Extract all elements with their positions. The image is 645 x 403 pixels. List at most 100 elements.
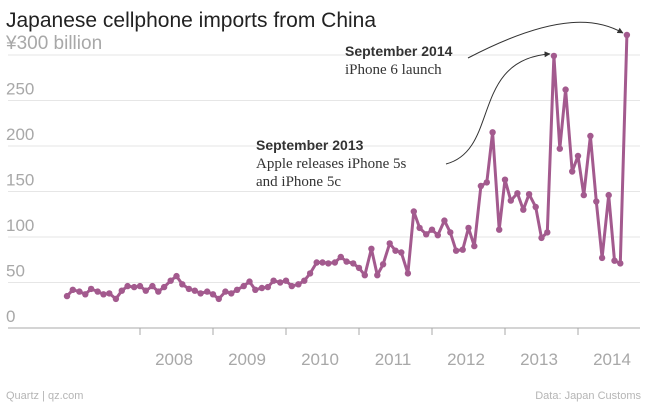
data-point bbox=[569, 168, 576, 175]
source-credit: Quartz | qz.com bbox=[6, 390, 83, 402]
data-point bbox=[465, 224, 472, 232]
annotation-arrow bbox=[467, 21, 624, 59]
data-point bbox=[258, 284, 266, 292]
data-point bbox=[167, 277, 174, 284]
data-point bbox=[598, 254, 606, 262]
data-point bbox=[355, 264, 363, 272]
data-point bbox=[76, 288, 83, 295]
data-point bbox=[538, 234, 545, 242]
data-point bbox=[246, 278, 253, 285]
data-point bbox=[501, 176, 509, 183]
x-tick-label-2014: 2014 bbox=[593, 350, 631, 369]
data-point bbox=[100, 291, 107, 298]
data-point bbox=[215, 295, 222, 303]
data-point bbox=[277, 279, 284, 286]
data-point bbox=[160, 283, 168, 291]
data-point bbox=[532, 203, 539, 211]
annotation-sep2013: September 2013 Apple releases iPhone 5s an… bbox=[256, 51, 551, 190]
data-point bbox=[459, 246, 466, 253]
data-point bbox=[392, 247, 399, 254]
annotation-sep2014: September 2014 iPhone 6 launch bbox=[345, 21, 624, 78]
y-tick-label-200: 200 bbox=[6, 125, 34, 144]
data-point bbox=[343, 258, 350, 265]
y-tick-label-0: 0 bbox=[6, 307, 15, 326]
data-point bbox=[452, 247, 460, 254]
data-point bbox=[423, 231, 430, 238]
data-point bbox=[550, 52, 558, 60]
data-point bbox=[428, 226, 436, 233]
y-tick-label-250: 250 bbox=[6, 80, 34, 99]
data-point bbox=[447, 229, 454, 236]
annotation-title: September 2013 bbox=[256, 137, 364, 153]
y-tick-label-100: 100 bbox=[6, 216, 34, 235]
data-point bbox=[337, 253, 344, 261]
annotation-arrow bbox=[445, 51, 551, 165]
data-point bbox=[197, 290, 204, 297]
data-point bbox=[142, 287, 149, 294]
y-tick-label-300: ¥300 billion bbox=[5, 33, 102, 54]
data-point bbox=[209, 291, 217, 298]
data-point bbox=[368, 245, 375, 252]
data-point bbox=[574, 152, 582, 160]
data-point bbox=[525, 191, 533, 198]
data-point bbox=[173, 272, 180, 280]
x-axis: 2008 2009 2010 2011 2012 2013 2014 bbox=[139, 328, 631, 369]
data-point bbox=[185, 285, 193, 293]
data-point bbox=[295, 281, 302, 288]
data-point bbox=[69, 286, 77, 293]
y-tick-label-50: 50 bbox=[6, 262, 25, 281]
data-point bbox=[483, 179, 490, 186]
data-point bbox=[580, 191, 587, 199]
data-point bbox=[270, 277, 277, 284]
y-axis: 0 50 100 150 200 250 ¥300 billion bbox=[5, 33, 102, 326]
x-tick-label-2009: 2009 bbox=[228, 350, 266, 369]
data-point bbox=[252, 286, 259, 293]
data-point bbox=[149, 282, 156, 290]
data-point bbox=[331, 259, 339, 266]
data-point bbox=[489, 129, 496, 136]
data-point bbox=[319, 259, 326, 266]
data-point bbox=[514, 190, 521, 197]
data-point bbox=[325, 260, 332, 267]
data-point bbox=[562, 86, 569, 93]
gridlines bbox=[8, 54, 640, 329]
data-point bbox=[240, 282, 247, 290]
annotations: September 2013 Apple releases iPhone 5s an… bbox=[256, 21, 624, 190]
data-point bbox=[617, 260, 624, 267]
data-point bbox=[131, 283, 138, 291]
x-tick-label-2008: 2008 bbox=[155, 350, 193, 369]
data-point bbox=[282, 277, 290, 284]
data-point bbox=[233, 286, 241, 293]
annotation-title: September 2014 bbox=[345, 43, 453, 59]
data-point bbox=[398, 249, 405, 256]
data-point bbox=[112, 295, 120, 303]
data-point bbox=[87, 285, 95, 293]
data-point bbox=[118, 287, 126, 294]
data-point bbox=[496, 226, 503, 233]
x-tick-label-2010: 2010 bbox=[301, 350, 339, 369]
data-point bbox=[593, 198, 600, 205]
series-line bbox=[63, 31, 631, 303]
data-point bbox=[605, 191, 612, 199]
data-point bbox=[350, 260, 357, 267]
data-point bbox=[179, 281, 186, 288]
y-tick-label-150: 150 bbox=[6, 171, 34, 190]
data-point bbox=[477, 182, 485, 190]
data-point bbox=[556, 145, 563, 152]
x-tick-label-2013: 2013 bbox=[520, 350, 558, 369]
data-source: Data: Japan Customs bbox=[535, 390, 641, 402]
data-point bbox=[155, 288, 162, 295]
data-point bbox=[544, 229, 551, 236]
data-point bbox=[611, 257, 618, 264]
chart-title: Japanese cellphone imports from China bbox=[6, 9, 376, 32]
data-point bbox=[361, 272, 368, 279]
data-point bbox=[306, 270, 314, 277]
data-point bbox=[94, 288, 101, 295]
data-point bbox=[136, 282, 144, 290]
data-point bbox=[313, 259, 320, 266]
data-point bbox=[441, 217, 448, 224]
data-point bbox=[434, 232, 441, 239]
data-point bbox=[82, 291, 89, 298]
data-point bbox=[587, 132, 594, 140]
